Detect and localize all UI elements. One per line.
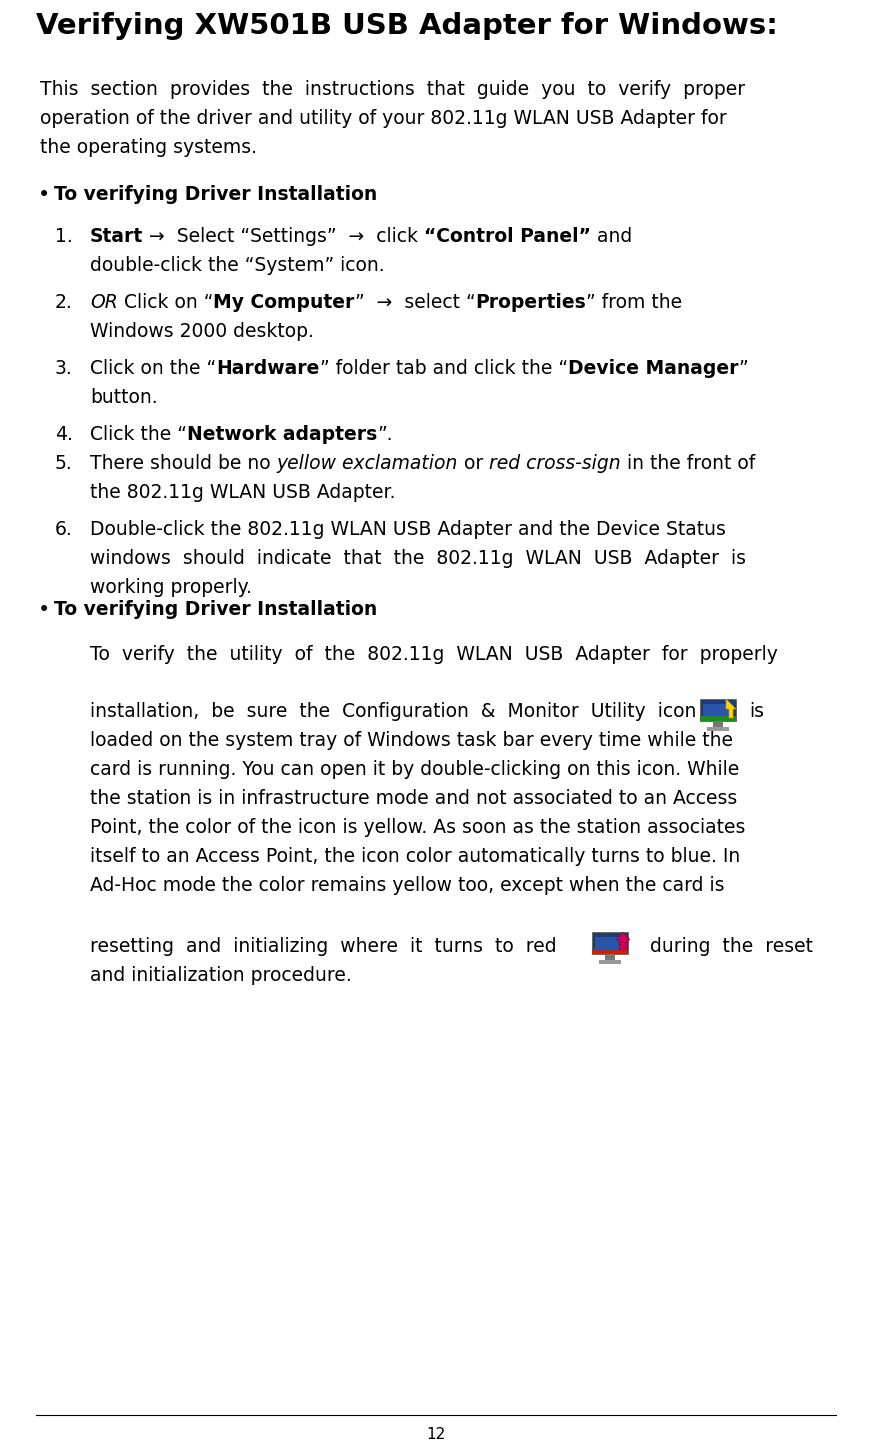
Text: card is running. You can open it by double-clicking on this icon. While: card is running. You can open it by doub… (90, 760, 739, 778)
Bar (703, 704, 733, 717)
Text: and initialization procedure.: and initialization procedure. (90, 966, 351, 985)
Text: 2.: 2. (55, 292, 72, 311)
Text: Verifying XW501B USB Adapter for Windows:: Verifying XW501B USB Adapter for Windows… (36, 12, 778, 39)
Text: yellow exclamation: yellow exclamation (276, 454, 458, 473)
Text: Ad-Hoc mode the color remains yellow too, except when the card is: Ad-Hoc mode the color remains yellow too… (90, 876, 725, 895)
Text: Start: Start (90, 227, 143, 246)
Text: the operating systems.: the operating systems. (40, 138, 257, 157)
Bar (592, 933, 628, 954)
Text: itself to an Access Point, the icon color automatically turns to blue. In: itself to an Access Point, the icon colo… (90, 847, 740, 866)
Text: This  section  provides  the  instructions  that  guide  you  to  verify  proper: This section provides the instructions t… (40, 80, 746, 99)
Text: 4.: 4. (55, 425, 73, 444)
Text: Click on the “: Click on the “ (90, 359, 216, 378)
Text: 6.: 6. (55, 519, 72, 538)
Text: Windows 2000 desktop.: Windows 2000 desktop. (90, 322, 314, 340)
Bar (605, 954, 615, 960)
Text: in the front of: in the front of (621, 454, 755, 473)
Text: To verifying Driver Installation: To verifying Driver Installation (54, 599, 378, 618)
Text: 1.: 1. (55, 227, 72, 246)
Bar (700, 698, 736, 722)
Text: red cross-sign: red cross-sign (489, 454, 621, 473)
Text: loaded on the system tray of Windows task bar every time while the: loaded on the system tray of Windows tas… (90, 730, 733, 749)
Text: the 802.11g WLAN USB Adapter.: the 802.11g WLAN USB Adapter. (90, 483, 396, 502)
Text: or: or (458, 454, 489, 473)
Text: Double-click the 802.11g WLAN USB Adapter and the Device Status: Double-click the 802.11g WLAN USB Adapte… (90, 519, 726, 538)
Text: Device Manager: Device Manager (568, 359, 738, 378)
Text: Point, the color of the icon is yellow. As soon as the station associates: Point, the color of the icon is yellow. … (90, 818, 746, 837)
Text: 5.: 5. (55, 454, 72, 473)
Bar (595, 937, 625, 952)
Text: windows  should  indicate  that  the  802.11g  WLAN  USB  Adapter  is: windows should indicate that the 802.11g… (90, 549, 746, 567)
Bar (700, 716, 736, 722)
Text: button.: button. (90, 388, 158, 407)
Text: ” from the: ” from the (586, 292, 682, 311)
Text: installation,  be  sure  the  Configuration  &  Monitor  Utility  icon: installation, be sure the Configuration … (90, 701, 697, 722)
Text: 12: 12 (426, 1427, 446, 1442)
Polygon shape (616, 933, 630, 950)
Text: Click on “: Click on “ (118, 292, 213, 311)
Text: →  Select “Settings”  →  click: → Select “Settings” → click (143, 227, 425, 246)
Text: Hardware: Hardware (216, 359, 319, 378)
Text: and: and (591, 227, 632, 246)
Text: Network adapters: Network adapters (187, 425, 377, 444)
Text: •: • (38, 599, 51, 620)
Text: resetting  and  initializing  where  it  turns  to  red: resetting and initializing where it turn… (90, 937, 556, 956)
Text: working properly.: working properly. (90, 578, 252, 597)
Text: To  verify  the  utility  of  the  802.11g  WLAN  USB  Adapter  for  properly: To verify the utility of the 802.11g WLA… (90, 645, 778, 663)
Bar (592, 949, 628, 954)
Text: operation of the driver and utility of your 802.11g WLAN USB Adapter for: operation of the driver and utility of y… (40, 109, 726, 128)
Text: •: • (38, 185, 51, 205)
Bar (713, 722, 723, 728)
Text: “Control Panel”: “Control Panel” (425, 227, 591, 246)
Text: ”.: ”. (377, 425, 392, 444)
Text: 3.: 3. (55, 359, 72, 378)
Text: Click the “: Click the “ (90, 425, 187, 444)
Text: ”: ” (738, 359, 747, 378)
Text: ” folder tab and click the “: ” folder tab and click the “ (319, 359, 568, 378)
Text: My Computer: My Computer (213, 292, 355, 311)
Text: OR: OR (90, 292, 118, 311)
Bar (707, 728, 729, 730)
Text: ”  →  select “: ” → select “ (355, 292, 475, 311)
Text: is: is (749, 701, 764, 722)
Text: during  the  reset: during the reset (650, 937, 813, 956)
Polygon shape (726, 698, 736, 717)
Text: Properties: Properties (475, 292, 586, 311)
Text: double-click the “System” icon.: double-click the “System” icon. (90, 256, 385, 275)
Text: the station is in infrastructure mode and not associated to an Access: the station is in infrastructure mode an… (90, 789, 737, 808)
Text: To verifying Driver Installation: To verifying Driver Installation (54, 185, 378, 204)
Bar (599, 960, 621, 965)
Text: There should be no: There should be no (90, 454, 276, 473)
